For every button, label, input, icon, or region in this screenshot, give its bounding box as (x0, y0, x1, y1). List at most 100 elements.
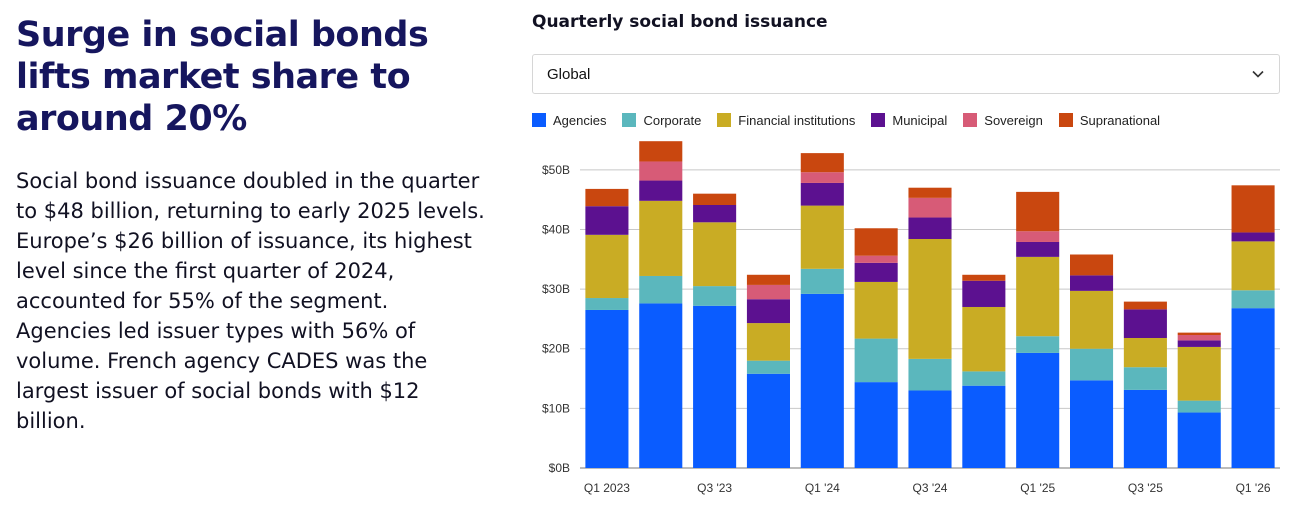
bar-segment[interactable] (639, 200, 683, 276)
legend-swatch (717, 113, 732, 127)
bar-segment[interactable] (1070, 290, 1114, 349)
y-tick-label: $40B (542, 222, 570, 236)
y-tick-label: $50B (542, 163, 570, 177)
bar-segment[interactable] (746, 323, 790, 361)
bar-segment[interactable] (800, 182, 844, 206)
x-tick-label: Q3 '24 (913, 481, 948, 495)
bar-segment[interactable] (800, 205, 844, 269)
bar-segment[interactable] (1070, 254, 1114, 276)
legend-label: Supranational (1079, 112, 1161, 128)
legend-label: Corporate (643, 112, 702, 128)
bar-segment[interactable] (1016, 241, 1060, 257)
x-tick-label: Q1 '24 (805, 481, 840, 495)
bar-segment[interactable] (1231, 308, 1275, 468)
bar-segment[interactable] (1231, 290, 1275, 309)
legend-item[interactable]: Financial institutions (717, 113, 855, 128)
bar-segment[interactable] (1016, 256, 1060, 337)
bar-segment[interactable] (1016, 352, 1060, 468)
bar-segment[interactable] (800, 268, 844, 294)
bar-segment[interactable] (1177, 335, 1221, 341)
bar-segment[interactable] (854, 255, 898, 263)
region-select[interactable]: Global (532, 54, 1280, 94)
bar-segment[interactable] (908, 238, 952, 359)
bar-segment[interactable] (639, 303, 683, 468)
bar-segment[interactable] (1070, 275, 1114, 291)
bar-segment[interactable] (693, 222, 737, 287)
bar-segment[interactable] (908, 390, 952, 468)
bar-segment[interactable] (1123, 309, 1167, 338)
bar-segment[interactable] (1016, 231, 1060, 242)
bar-segment[interactable] (1177, 346, 1221, 401)
bar-segment[interactable] (1123, 337, 1167, 368)
legend-item[interactable]: Corporate (622, 113, 701, 128)
legend-item[interactable]: Agencies (532, 113, 606, 128)
bar-segment[interactable] (693, 193, 737, 206)
bar-segment[interactable] (746, 274, 790, 285)
bar-segment[interactable] (854, 338, 898, 383)
bar-segment[interactable] (962, 280, 1006, 307)
bar-segment[interactable] (854, 281, 898, 339)
bar-segment[interactable] (585, 206, 629, 235)
legend-label: Municipal (892, 112, 948, 128)
bar-segment[interactable] (693, 205, 737, 223)
chevron-down-icon (1252, 70, 1264, 78)
bar-segment[interactable] (962, 306, 1006, 372)
bar-segment[interactable] (639, 161, 683, 181)
chart-title: Quarterly social bond issuance (532, 12, 828, 32)
legend-swatch (871, 113, 886, 127)
bar-segment[interactable] (639, 275, 683, 304)
bar-segment[interactable] (1016, 191, 1060, 232)
bar-segment[interactable] (962, 371, 1006, 386)
bar-segment[interactable] (1231, 232, 1275, 242)
legend-swatch (532, 113, 546, 127)
bar-segment[interactable] (962, 385, 1006, 468)
bar-segment[interactable] (800, 172, 844, 183)
bar-segment[interactable] (908, 197, 952, 218)
bar-segment[interactable] (746, 299, 790, 324)
bar-segment[interactable] (854, 262, 898, 282)
y-tick-label: $10B (542, 401, 570, 415)
bar-segment[interactable] (962, 274, 1006, 281)
bar-segment[interactable] (1177, 340, 1221, 347)
bar-segment[interactable] (1070, 380, 1114, 468)
bar-segment[interactable] (908, 187, 952, 198)
article-headline: Surge in social bonds lifts market share… (16, 15, 429, 139)
bar-segment[interactable] (1177, 400, 1221, 413)
bar-segment[interactable] (800, 293, 844, 468)
x-tick-label: Q3 '23 (697, 481, 732, 495)
bar-segment[interactable] (908, 358, 952, 391)
legend-item[interactable]: Sovereign (963, 113, 1043, 128)
legend-label: Agencies (553, 112, 607, 128)
bar-segment[interactable] (854, 382, 898, 468)
bar-segment[interactable] (1123, 389, 1167, 468)
bar-segment[interactable] (585, 188, 629, 207)
x-tick-label: Q1 '26 (1236, 481, 1271, 495)
bar-segment[interactable] (746, 373, 790, 468)
bar-segment[interactable] (1231, 241, 1275, 291)
bar-segment[interactable] (746, 284, 790, 300)
bar-segment[interactable] (800, 153, 844, 173)
y-tick-label: $20B (542, 342, 570, 356)
legend-item[interactable]: Municipal (871, 113, 947, 128)
x-tick-label: Q1 2023 (584, 481, 630, 495)
legend-label: Sovereign (984, 112, 1043, 128)
bar-segment[interactable] (1016, 336, 1060, 353)
bar-segment[interactable] (639, 141, 683, 162)
legend-item[interactable]: Supranational (1058, 112, 1161, 128)
bar-segment[interactable] (693, 305, 737, 468)
bar-segment[interactable] (746, 360, 790, 374)
bar-segment[interactable] (639, 180, 683, 201)
x-tick-label: Q1 '25 (1020, 481, 1055, 495)
bar-segment[interactable] (1177, 332, 1221, 336)
bar-segment[interactable] (1123, 301, 1167, 310)
bar-segment[interactable] (585, 298, 629, 310)
bar-segment[interactable] (585, 234, 629, 299)
bar-segment[interactable] (1123, 367, 1167, 390)
bar-segment[interactable] (693, 286, 737, 306)
bar-segment[interactable] (585, 309, 629, 468)
bar-segment[interactable] (908, 217, 952, 239)
bar-segment[interactable] (1231, 185, 1275, 233)
bar-segment[interactable] (854, 228, 898, 256)
bar-segment[interactable] (1177, 412, 1221, 468)
bar-segment[interactable] (1070, 348, 1114, 381)
